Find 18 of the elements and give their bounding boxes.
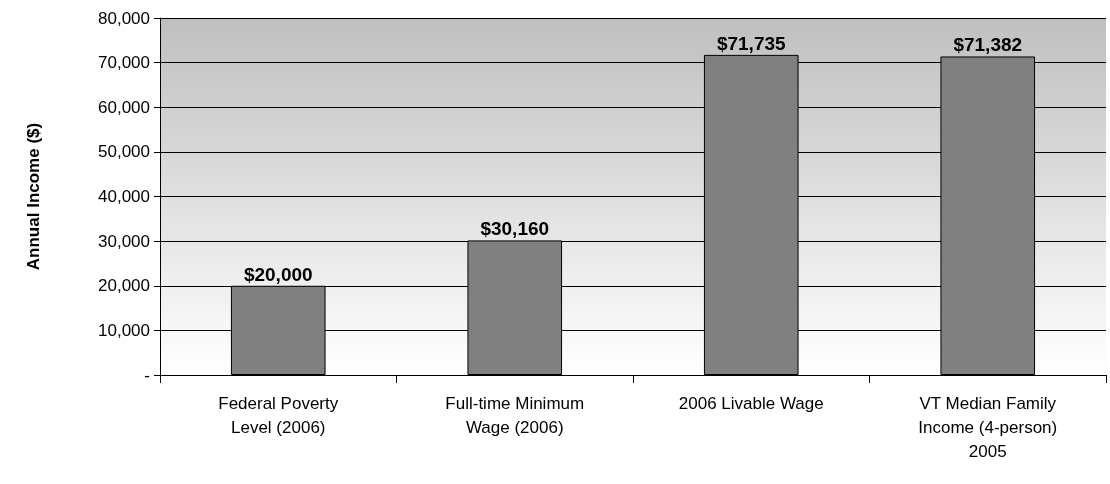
y-axis-title: Annual Income ($) — [24, 122, 43, 271]
y-tick-label: 60,000 — [98, 97, 150, 117]
x-tick-label: VT Median Family Income (4-person) 2005 — [918, 393, 1058, 461]
data-label: $71,382 — [953, 34, 1023, 56]
y-tick-label: 80,000 — [98, 8, 150, 28]
y-tick-label: - — [144, 365, 150, 385]
y-tick-label: 70,000 — [98, 53, 150, 73]
y-tick-label: 30,000 — [98, 231, 150, 251]
data-label: $30,160 — [480, 218, 550, 240]
data-label: $71,735 — [716, 32, 787, 54]
data-label: $20,000 — [243, 263, 313, 285]
x-tick-label: Federal Poverty Level (2006) — [218, 393, 339, 437]
x-tick-label: Full-time Minimum Wage (2006) — [445, 393, 585, 437]
y-tick-label: 20,000 — [98, 276, 150, 296]
y-tick-label: 40,000 — [98, 187, 150, 206]
x-tick-label: 2006 Livable Wage — [678, 393, 824, 413]
y-tick-label: 10,000 — [98, 320, 150, 340]
y-tick-label: 50,000 — [98, 142, 150, 162]
